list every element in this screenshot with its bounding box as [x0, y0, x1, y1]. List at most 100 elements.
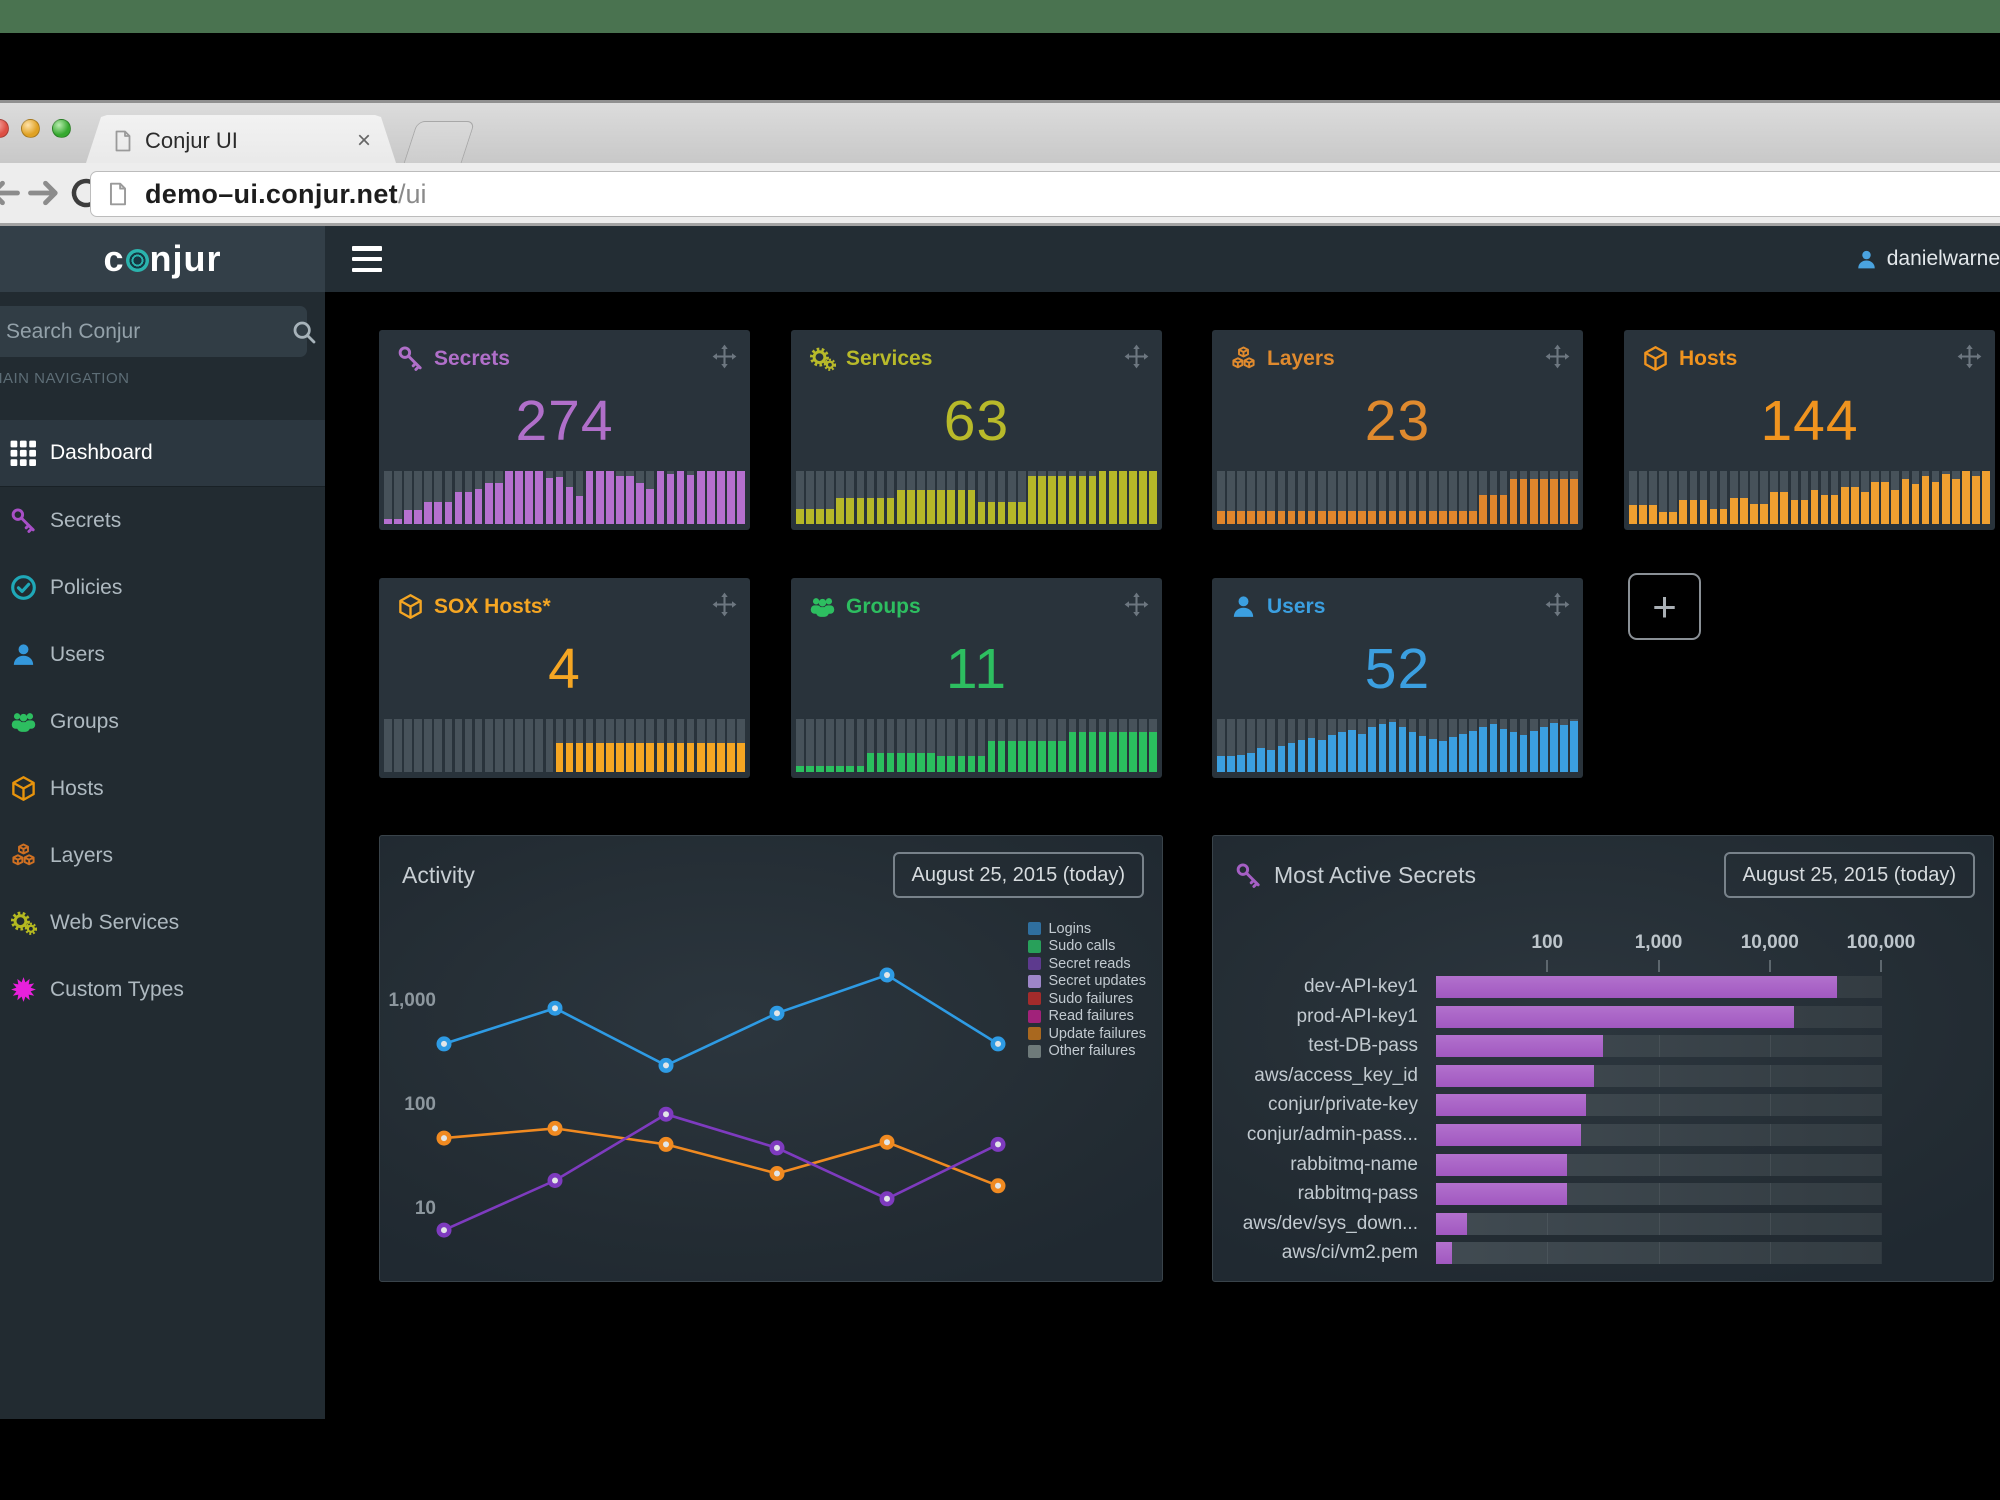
- move-handle-icon[interactable]: [1545, 592, 1570, 617]
- data-point[interactable]: [769, 1166, 785, 1181]
- data-point[interactable]: [879, 1191, 895, 1207]
- secret-label[interactable]: conjur/private-key: [1268, 1094, 1418, 1116]
- secret-bar[interactable]: [1436, 1212, 1467, 1235]
- tab-close-button[interactable]: ×: [356, 126, 371, 154]
- url-bar[interactable]: demo–ui.conjur.net/ui: [90, 171, 2000, 217]
- sparkline-bar: [434, 719, 443, 772]
- data-point[interactable]: [990, 1136, 1006, 1152]
- legend-label: Other failures: [1048, 1043, 1136, 1060]
- secret-label[interactable]: prod-API-key1: [1296, 1005, 1418, 1027]
- minimize-window-button[interactable]: [21, 119, 40, 138]
- sparkline-bar: [1257, 471, 1265, 524]
- sparkline-bar: [464, 719, 473, 772]
- search-icon[interactable]: [291, 319, 317, 345]
- move-handle-icon[interactable]: [1124, 592, 1149, 617]
- grid-icon: [6, 439, 40, 467]
- secrets-date-button[interactable]: August 25, 2015 (today): [1723, 852, 1975, 898]
- search-input[interactable]: [0, 319, 291, 344]
- data-point[interactable]: [990, 1178, 1006, 1194]
- secret-bar[interactable]: [1436, 1153, 1567, 1176]
- sidebar-item-hosts[interactable]: Hosts: [0, 755, 325, 822]
- move-handle-icon[interactable]: [1545, 344, 1570, 369]
- secret-label[interactable]: conjur/admin-pass...: [1246, 1124, 1418, 1145]
- secret-label[interactable]: dev-API-key1: [1303, 976, 1418, 997]
- zoom-window-button[interactable]: [52, 119, 71, 138]
- gridline: [1769, 1124, 1771, 1146]
- data-point[interactable]: [990, 1036, 1006, 1052]
- browser-tab[interactable]: Conjur UI ×: [85, 115, 397, 166]
- data-point[interactable]: [769, 1005, 785, 1021]
- card-sparkline: [1629, 471, 1990, 524]
- data-point[interactable]: [879, 967, 895, 983]
- secret-label[interactable]: test-DB-pass: [1308, 1035, 1418, 1057]
- browser-tabstrip: Conjur UI ×: [0, 100, 2000, 166]
- sparkline-bar: [555, 471, 564, 524]
- move-handle-icon[interactable]: [712, 344, 737, 369]
- data-point[interactable]: [547, 1000, 563, 1016]
- data-point[interactable]: [436, 1036, 452, 1052]
- legend-label: Secret updates: [1048, 973, 1146, 990]
- secret-bar[interactable]: [1436, 1124, 1581, 1146]
- move-handle-icon[interactable]: [1124, 344, 1149, 369]
- user-menu[interactable]: danielwarne: [1849, 226, 2000, 292]
- sidebar-item-policies[interactable]: Policies: [0, 554, 325, 621]
- sidebar-item-custom-types[interactable]: Custom Types: [0, 956, 325, 1023]
- legend-item[interactable]: Sudo failures: [1028, 990, 1146, 1008]
- gridline: [1658, 1064, 1660, 1087]
- sparkline-bar: [696, 471, 705, 524]
- hamburger-menu-button[interactable]: [352, 246, 382, 272]
- sparkline-bar: [1469, 719, 1477, 772]
- data-point[interactable]: [436, 1130, 452, 1146]
- legend-item[interactable]: Other failures: [1028, 1043, 1146, 1061]
- cubes-icon: [1230, 345, 1257, 372]
- sparkline-bar: [1479, 719, 1488, 772]
- activity-date-button[interactable]: August 25, 2015 (today): [892, 852, 1144, 898]
- user-icon: [1230, 593, 1257, 620]
- sidebar-item-users[interactable]: Users: [0, 621, 325, 688]
- secret-row-rabbitmq-pass: rabbitmq-pass: [1213, 1183, 1882, 1206]
- data-point[interactable]: [547, 1120, 563, 1136]
- secret-label[interactable]: aws/access_key_id: [1254, 1064, 1418, 1086]
- data-point[interactable]: [879, 1134, 895, 1150]
- activity-panel: Activity August 25, 2015 (today) 1,000 10…: [379, 835, 1163, 1282]
- secret-label[interactable]: aws/ci/vm2.pem: [1281, 1242, 1418, 1264]
- legend-item[interactable]: Update failures: [1028, 1025, 1146, 1043]
- secret-bar[interactable]: [1436, 1094, 1587, 1117]
- sparkline-bar: [414, 719, 422, 772]
- data-point[interactable]: [658, 1106, 674, 1122]
- move-handle-icon[interactable]: [712, 592, 737, 617]
- sparkline-bar: [1770, 471, 1778, 524]
- sidebar-item-dashboard[interactable]: Dashboard: [0, 420, 325, 487]
- back-button[interactable]: [0, 175, 22, 211]
- secret-label[interactable]: rabbitmq-pass: [1297, 1183, 1418, 1205]
- sidebar-item-secrets[interactable]: Secrets: [0, 487, 325, 554]
- sidebar-item-web-services[interactable]: Web Services: [0, 889, 325, 956]
- new-tab-button[interactable]: [402, 121, 476, 166]
- legend-item[interactable]: Logins: [1028, 920, 1146, 938]
- data-point[interactable]: [547, 1173, 563, 1188]
- secret-bar[interactable]: [1436, 1064, 1595, 1087]
- secret-bar[interactable]: [1436, 1035, 1604, 1058]
- move-handle-icon[interactable]: [1957, 344, 1982, 369]
- sparkline-bar: [1740, 471, 1748, 524]
- secret-bar[interactable]: [1436, 1183, 1567, 1206]
- legend-item[interactable]: Read failures: [1028, 1008, 1146, 1026]
- data-point[interactable]: [436, 1222, 452, 1238]
- data-point[interactable]: [658, 1136, 674, 1152]
- data-point[interactable]: [658, 1057, 674, 1073]
- legend-item[interactable]: Secret reads: [1028, 955, 1146, 973]
- secret-bar[interactable]: [1436, 1005, 1794, 1028]
- secret-label[interactable]: aws/dev/sys_down...: [1242, 1212, 1418, 1234]
- sidebar-item-layers[interactable]: Layers: [0, 822, 325, 889]
- close-window-button[interactable]: [0, 119, 9, 138]
- add-widget-button[interactable]: +: [1628, 573, 1701, 640]
- sidebar-item-groups[interactable]: Groups: [0, 688, 325, 755]
- legend-item[interactable]: Sudo calls: [1028, 938, 1146, 956]
- secret-bar[interactable]: [1436, 1242, 1453, 1265]
- data-point[interactable]: [769, 1140, 785, 1156]
- legend-item[interactable]: Secret updates: [1028, 973, 1146, 991]
- secret-row-conjur-private-key: conjur/private-key: [1213, 1094, 1882, 1117]
- forward-button[interactable]: [26, 175, 62, 211]
- secret-label[interactable]: rabbitmq-name: [1290, 1153, 1418, 1175]
- secret-bar[interactable]: [1436, 976, 1837, 998]
